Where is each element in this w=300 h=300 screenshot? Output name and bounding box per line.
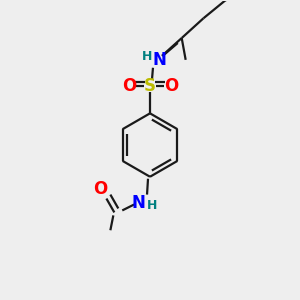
Text: S: S [144,76,156,94]
Text: O: O [122,76,136,94]
Text: O: O [93,180,108,198]
Text: H: H [147,199,157,212]
Text: N: N [153,51,167,69]
Text: N: N [131,194,145,211]
Text: O: O [164,76,178,94]
Text: H: H [142,50,152,63]
